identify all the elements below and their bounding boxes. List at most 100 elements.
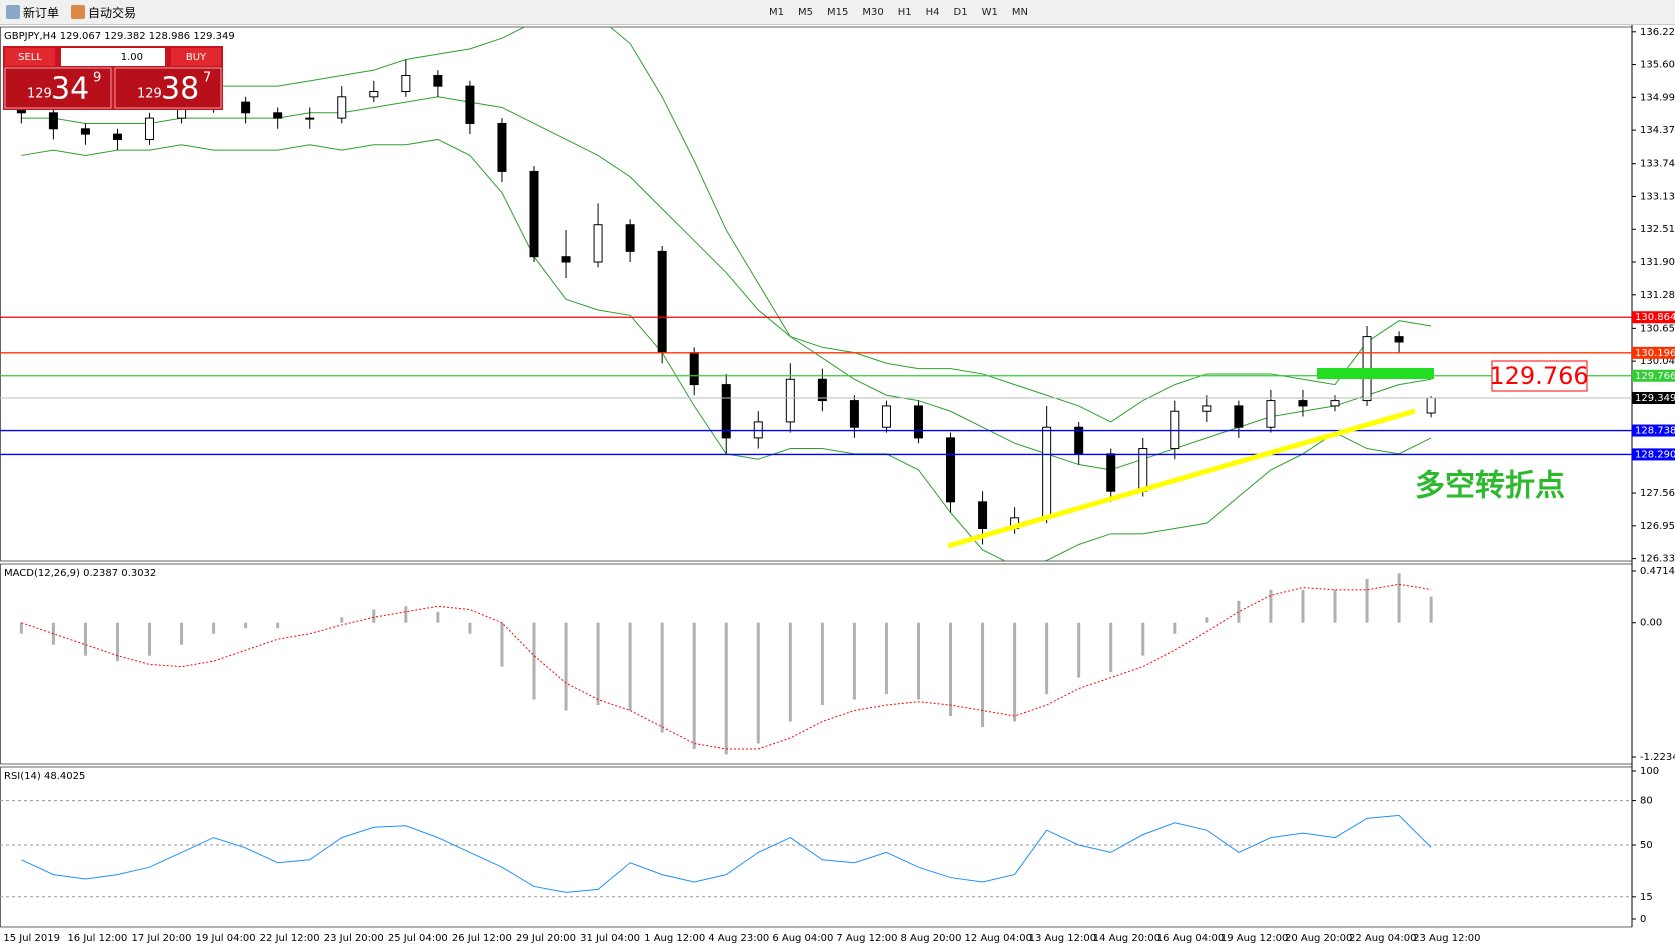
level-label: 130.196 (1635, 348, 1675, 359)
auto-trade-button[interactable]: 自动交易 (71, 4, 136, 21)
candle-body (369, 90, 379, 98)
timeframe-button[interactable]: M30 (862, 6, 884, 18)
sell-price-box[interactable] (4, 67, 112, 109)
new-order-label: 新订单 (23, 5, 60, 20)
x-tick-label: 29 Jul 20:00 (516, 933, 576, 944)
candle-body (48, 112, 58, 130)
x-tick-label: 23 Jul 20:00 (324, 933, 384, 944)
pane-group (19, 573, 1433, 755)
candle-body (112, 133, 122, 140)
buy-price-mid: 38 (161, 72, 199, 107)
timeframe-bar: M1 M5 M15 M30 H1 H4 D1 W1 MN (762, 7, 1035, 18)
x-tick-label: 26 Jul 12:00 (452, 933, 512, 944)
bollinger-band (21, 27, 1432, 423)
candle-body (1330, 400, 1340, 407)
x-tick-label: 13 Aug 12:00 (1029, 933, 1096, 944)
x-tick-label: 25 Jul 04:00 (388, 933, 448, 944)
timeframe-button[interactable]: H4 (925, 6, 940, 18)
auto-trade-label: 自动交易 (88, 5, 137, 20)
pane-group (16, 27, 1436, 561)
sell-button[interactable] (5, 48, 55, 66)
y-tick-label: 131.900 (1640, 257, 1675, 268)
timeframe-button[interactable]: M15 (827, 6, 849, 18)
x-tick-label: 1 Aug 12:00 (644, 933, 705, 944)
pane-title: RSI(14) 48.4025 (4, 771, 85, 782)
pane-title: GBPJPY,H4 129.067 129.382 128.986 129.34… (4, 31, 235, 42)
x-tick-label: 6 Aug 04:00 (772, 933, 833, 944)
macd-signal (21, 583, 1432, 750)
y-tick-label: 133.130 (1640, 191, 1675, 202)
candle-body (305, 117, 315, 120)
y-tick-label: 131.285 (1640, 290, 1675, 301)
trend-line (947, 408, 1416, 549)
timeframe-button[interactable]: M1 (769, 6, 785, 18)
pane-frame (0, 563, 1633, 765)
buy-price-big: 129 (137, 87, 162, 102)
candle-body (849, 400, 859, 428)
candle-body (593, 224, 603, 263)
candle-body (337, 96, 347, 119)
candle-body (946, 437, 956, 503)
x-tick-label: 16 Jul 12:00 (67, 933, 127, 944)
timeframe-button[interactable]: H1 (897, 6, 912, 18)
candle-body (1234, 405, 1244, 428)
pane-group (0, 800, 1632, 898)
candle-body (1266, 400, 1276, 428)
candle-body (1394, 336, 1404, 343)
candle-body (529, 170, 539, 258)
y-tick-label: -1.2234 (1640, 752, 1675, 763)
pane-frame (0, 26, 1633, 562)
candle-body (978, 501, 988, 529)
buy-price-box[interactable] (114, 67, 222, 109)
timeframe-button[interactable]: D1 (953, 6, 968, 18)
pane-title: MACD(12,26,9) 0.2387 0.3032 (4, 568, 156, 579)
y-tick-label: 130.655 (1640, 323, 1675, 334)
candle-body (1074, 426, 1084, 455)
level-label: 128.738 (1635, 426, 1675, 437)
candle-body (817, 378, 827, 402)
y-tick-label: 80 (1640, 796, 1653, 807)
candle-body (241, 101, 251, 114)
y-tick-label: 133.745 (1640, 159, 1675, 170)
buy-button[interactable] (171, 48, 221, 66)
x-tick-label: 23 Aug 12:00 (1413, 933, 1480, 944)
zone-marker (1317, 368, 1434, 379)
x-tick-label: 16 Aug 04:00 (1157, 933, 1224, 944)
candle-body (1426, 397, 1436, 414)
level-tag (1632, 424, 1675, 437)
candle-body (433, 74, 443, 87)
y-tick-label: 132.515 (1640, 224, 1675, 235)
sell-label: SELL (18, 52, 42, 63)
candle-body (1298, 400, 1308, 407)
x-tick-label: 15 Jul 2019 (3, 933, 60, 944)
timeframe-button[interactable]: M5 (798, 6, 814, 18)
y-tick-label: 0 (1640, 914, 1646, 925)
y-tick-label: 130.040 (1640, 356, 1675, 367)
x-tick-label: 22 Aug 04:00 (1349, 933, 1416, 944)
sell-price-small: 9 (93, 71, 101, 86)
timeframe-button[interactable]: W1 (981, 6, 998, 18)
y-tick-label: 134.990 (1640, 92, 1675, 103)
candle-body (785, 378, 795, 423)
candle-body (625, 224, 635, 252)
lot-value: 1.00 (121, 52, 143, 63)
candle-body (80, 128, 90, 135)
new-order-button[interactable]: 新订单 (6, 4, 59, 21)
x-tick-label: 7 Aug 12:00 (836, 933, 897, 944)
candle-body (721, 384, 731, 439)
level-tag (1632, 311, 1675, 324)
level-tag (1632, 369, 1675, 382)
bollinger-band (21, 96, 1432, 471)
timeframe-button[interactable]: MN (1011, 6, 1028, 18)
y-tick-label: 15 (1640, 892, 1653, 903)
level-tag (1632, 448, 1675, 461)
candle-body (497, 122, 507, 172)
level-tag (1632, 346, 1675, 359)
candle-body (689, 352, 699, 386)
sell-price-mid: 34 (51, 72, 89, 107)
x-tick-label: 22 Jul 12:00 (260, 933, 320, 944)
lot-input[interactable] (61, 48, 165, 66)
candle-body (657, 250, 667, 354)
level-label: 129.766 (1635, 371, 1675, 382)
